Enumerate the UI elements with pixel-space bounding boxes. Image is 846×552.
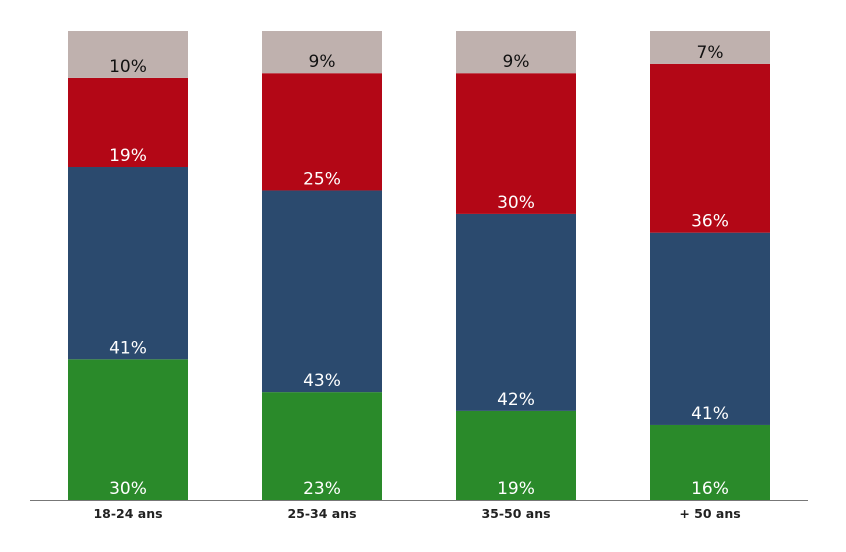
data-label: 23% xyxy=(303,479,341,499)
bar-segment-4 xyxy=(68,31,188,78)
bar-segment-3 xyxy=(262,73,382,191)
bar-segment-4 xyxy=(262,31,382,74)
data-label: 9% xyxy=(503,52,530,72)
x-tick-label: + 50 ans xyxy=(679,506,740,521)
data-label: 10% xyxy=(109,57,147,77)
bar-segment-2 xyxy=(456,213,576,411)
bar-segment-2 xyxy=(650,232,770,425)
bar-segment-1 xyxy=(262,392,382,500)
bar-segment-1 xyxy=(68,359,188,500)
data-label: 9% xyxy=(309,52,336,72)
bar-segment-3 xyxy=(456,73,576,214)
data-label: 19% xyxy=(109,146,147,166)
bar-segment-1 xyxy=(650,424,770,500)
x-tick-label: 18-24 ans xyxy=(93,506,162,521)
data-label: 42% xyxy=(497,390,535,410)
x-tick-label: 25-34 ans xyxy=(287,506,356,521)
data-label: 36% xyxy=(691,212,729,232)
data-label: 41% xyxy=(691,404,729,424)
bar-segment-3 xyxy=(68,77,188,168)
bar-segment-4 xyxy=(650,31,770,64)
data-label: 43% xyxy=(303,371,341,391)
bar-segment-4 xyxy=(456,31,576,74)
data-label: 30% xyxy=(109,479,147,499)
data-label: 7% xyxy=(697,43,724,63)
data-label: 19% xyxy=(497,479,535,499)
bar-segment-3 xyxy=(650,63,770,233)
data-label: 25% xyxy=(303,169,341,189)
x-tick-label: 35-50 ans xyxy=(481,506,550,521)
bar-segment-1 xyxy=(456,410,576,500)
bar-segment-2 xyxy=(68,167,188,360)
data-label: 16% xyxy=(691,479,729,499)
data-label: 41% xyxy=(109,338,147,358)
data-label: 30% xyxy=(497,193,535,213)
bar-segment-2 xyxy=(262,190,382,393)
